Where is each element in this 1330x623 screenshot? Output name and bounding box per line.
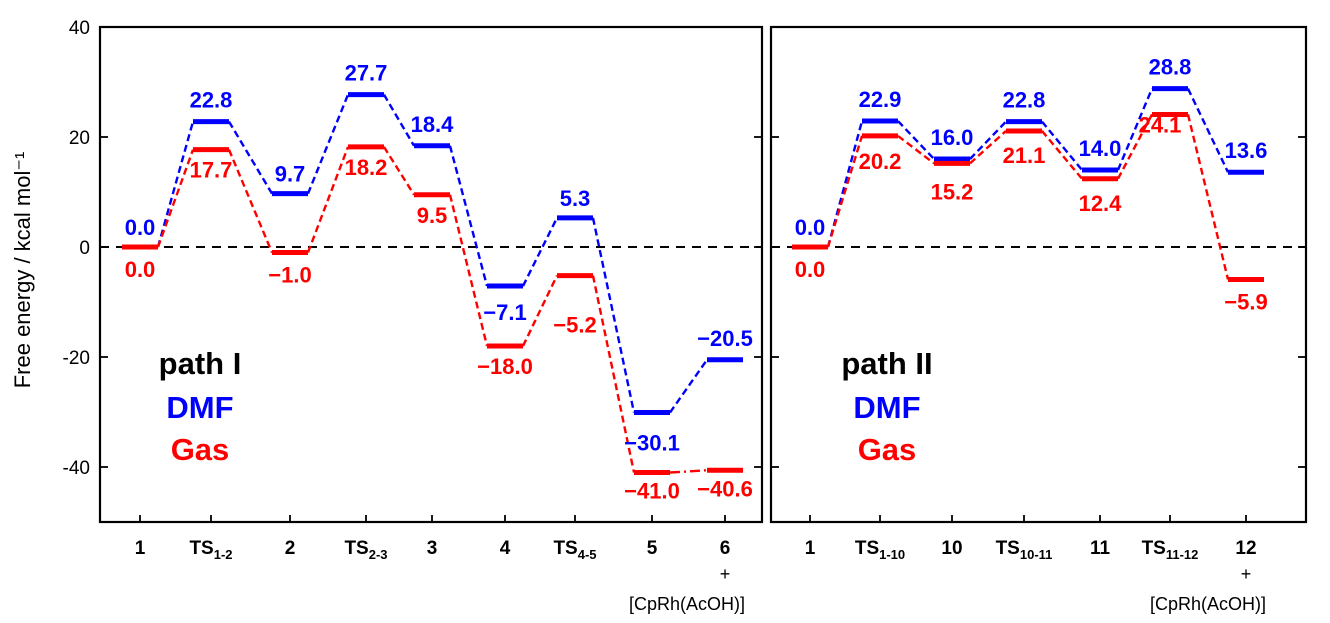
x-category-label: TS11-12 bbox=[1142, 538, 1199, 562]
value-label-gas: −40.6 bbox=[697, 476, 753, 501]
value-label-dmf: 5.3 bbox=[560, 186, 591, 211]
value-label-dmf: 22.9 bbox=[859, 87, 902, 112]
connector-gas bbox=[826, 135, 864, 248]
value-label-dmf: −30.1 bbox=[624, 431, 680, 456]
x-category-label: TS2-3 bbox=[344, 538, 387, 562]
y-tick-label: -40 bbox=[63, 458, 90, 479]
x-category-label: TS4-5 bbox=[553, 538, 596, 562]
connector-dmf bbox=[669, 359, 708, 414]
plot-frame-1 bbox=[98, 25, 764, 524]
connector-gas bbox=[306, 146, 350, 253]
x-category-label: 6 bbox=[720, 538, 731, 559]
value-label-dmf: 14.0 bbox=[1079, 136, 1122, 161]
connector-gas bbox=[521, 275, 559, 347]
connector-dmf bbox=[521, 217, 559, 287]
x-category-label: TS1-2 bbox=[189, 538, 232, 562]
x-category-extra-label: + bbox=[1241, 564, 1252, 584]
legend-entry: Gas bbox=[171, 432, 230, 467]
x-category-label: 4 bbox=[500, 538, 511, 559]
connector-gas bbox=[227, 149, 274, 253]
value-label-dmf: 28.8 bbox=[1149, 55, 1192, 80]
legend-entry: DMF bbox=[853, 390, 920, 425]
value-label-gas: 12.4 bbox=[1079, 191, 1123, 216]
x-category-label: 10 bbox=[941, 538, 962, 559]
x-category-label: TS10-11 bbox=[996, 538, 1053, 562]
x-category-label: 3 bbox=[427, 538, 438, 559]
value-label-dmf: 27.7 bbox=[345, 61, 388, 86]
value-label-gas: −5.2 bbox=[553, 313, 596, 338]
series-lines-layer bbox=[122, 86, 1264, 475]
connector-gas bbox=[669, 469, 708, 474]
plot-frame-2 bbox=[769, 25, 1308, 524]
x-category-label: 2 bbox=[285, 538, 296, 559]
connector-dmf bbox=[382, 94, 416, 147]
connector-gas bbox=[448, 194, 489, 347]
connector-gas bbox=[382, 146, 416, 196]
connector-dmf bbox=[969, 120, 1007, 160]
value-label-gas: 0.0 bbox=[125, 257, 156, 282]
legend-entry: Gas bbox=[858, 432, 917, 467]
x-category-extra-label: + bbox=[720, 564, 731, 584]
x-category-label: 11 bbox=[1090, 538, 1111, 559]
value-label-gas: 18.2 bbox=[345, 155, 388, 180]
value-label-gas: 15.2 bbox=[931, 179, 974, 204]
connector-dmf bbox=[227, 120, 274, 195]
x-category-extra-label: [CpRh(AcOH)] bbox=[629, 594, 745, 614]
value-label-dmf: 22.8 bbox=[190, 88, 233, 113]
y-tick-label: 20 bbox=[69, 128, 90, 149]
connector-dmf bbox=[156, 121, 195, 248]
y-tick-label: 40 bbox=[69, 18, 90, 39]
legend-entry: path II bbox=[841, 346, 932, 381]
value-label-gas: 0.0 bbox=[795, 257, 826, 282]
value-label-gas: 24.1 bbox=[1139, 112, 1182, 137]
connector-dmf bbox=[826, 120, 864, 248]
connector-gas bbox=[1186, 114, 1230, 280]
connector-gas bbox=[1116, 113, 1154, 180]
value-label-dmf: 13.6 bbox=[1225, 138, 1268, 163]
value-label-dmf: 18.4 bbox=[411, 112, 455, 137]
connector-dmf bbox=[1186, 88, 1230, 173]
y-tick-label: -20 bbox=[63, 348, 90, 369]
value-label-gas: 17.7 bbox=[190, 158, 233, 183]
connector-dmf bbox=[1116, 88, 1154, 171]
value-label-dmf: 0.0 bbox=[795, 215, 826, 240]
value-label-gas: −41.0 bbox=[624, 479, 680, 504]
value-label-gas: −18.0 bbox=[477, 354, 533, 379]
x-category-label: 5 bbox=[647, 538, 658, 559]
x-category-label: 12 bbox=[1235, 538, 1256, 559]
connector-dmf bbox=[591, 217, 636, 413]
value-label-dmf: −7.1 bbox=[483, 300, 526, 325]
value-label-gas: −1.0 bbox=[268, 263, 311, 288]
x-category-extra-label: [CpRh(AcOH)] bbox=[1150, 594, 1266, 614]
connector-dmf bbox=[897, 120, 935, 160]
connector-gas bbox=[969, 130, 1007, 165]
value-label-dmf: −20.5 bbox=[697, 326, 753, 351]
x-category-label: 1 bbox=[805, 538, 816, 559]
value-label-dmf: 9.7 bbox=[275, 162, 306, 187]
connector-gas bbox=[1041, 130, 1083, 180]
connector-gas bbox=[591, 275, 636, 473]
x-category-label: 1 bbox=[135, 538, 146, 559]
connector-gas bbox=[156, 149, 195, 248]
axes-layer: 40 20 0 -20 -40 1 TS1-2 2 TS2-3 3 4 TS4-5 5 6 + [CpRh(A… bbox=[63, 18, 1308, 614]
connector-dmf bbox=[1041, 120, 1083, 171]
connector-dmf bbox=[306, 94, 350, 195]
value-label-gas: 21.1 bbox=[1003, 143, 1046, 168]
legend-entry: path I bbox=[159, 346, 242, 381]
x-category-label: TS1-10 bbox=[855, 538, 905, 562]
value-label-gas: 9.5 bbox=[417, 203, 448, 228]
value-label-dmf: 22.8 bbox=[1003, 88, 1046, 113]
value-label-gas: −5.9 bbox=[1224, 289, 1267, 314]
value-label-dmf: 16.0 bbox=[931, 125, 974, 150]
connector-dmf bbox=[448, 145, 489, 287]
y-axis-label: Free energy / kcal mol⁻¹ bbox=[10, 152, 35, 389]
legend-entry: DMF bbox=[166, 390, 233, 425]
connector-gas bbox=[897, 134, 935, 165]
value-labels-layer: path I DMF Gas 0.0 22.8 9.7 27.7 18.4 −7.1 5.3 −30… bbox=[125, 55, 1268, 504]
value-label-gas: 20.2 bbox=[859, 149, 902, 174]
value-label-dmf: 0.0 bbox=[125, 215, 156, 240]
y-tick-label: 0 bbox=[79, 238, 90, 259]
